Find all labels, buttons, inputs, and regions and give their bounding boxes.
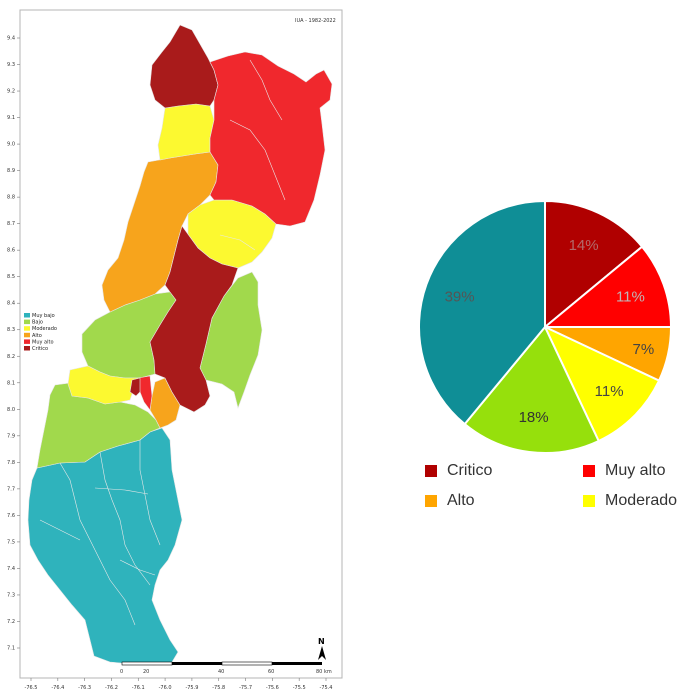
map-title: IUA - 1982-2022 [295,18,336,24]
map-legend-swatch [24,346,30,351]
x-tick-label: -75.7 [239,685,252,691]
region-layer [27,24,333,666]
y-tick-label: 9.2 [7,89,15,95]
map-legend-swatch [24,339,30,344]
pie-slice-muy-alto [542,245,673,328]
scale-bar: 0 20 40 60 80 km [120,661,332,675]
x-tick-label: -76.5 [25,685,38,691]
pie-slice-moderado [542,324,661,443]
x-tick-label: -75.5 [293,685,306,691]
map-legend-label: Bajo [32,320,43,326]
pie-legend-swatch [583,465,595,477]
pie-label-bajo: 18% [519,409,549,426]
pie-slice-bajo [463,325,600,454]
y-tick-label: 8.9 [7,168,15,174]
region-critico-small [129,377,141,397]
y-tick-label: 8.2 [7,354,15,360]
y-tick-label: 8.4 [7,301,15,307]
map-legend-label: Critico [32,346,48,352]
y-tick-label: 7.3 [7,592,15,598]
y-tick-label: 7.6 [7,513,15,519]
pie-legend-swatch [425,465,437,477]
x-tick-label: -75.6 [266,685,279,691]
pie-legend-item: Moderado [583,492,677,510]
y-tick-label: 8.6 [7,248,15,254]
pie-legend-label: Moderado [605,492,678,509]
y-tick-label: 8.7 [7,221,15,227]
subbasin-lines [39,59,286,626]
region-muy-alto-north [209,51,333,227]
pie-legend-item: Muy alto [583,462,665,480]
pie-slice-muy-bajo [418,199,546,426]
y-axis-ticks: 9.4 9.3 9.2 9.1 9.0 8.9 8.8 8.7 8.6 8.5 8.4 8.3 8.2 8… [7,36,20,652]
pie-chart: 14% 11% 7% 11% 18% 39% [418,199,673,454]
map-legend-label: Muy alto [32,339,54,345]
pie-legend-swatch [583,495,595,507]
x-tick-label: -75.4 [320,685,333,691]
map-legend-label: Muy bajo [32,313,55,319]
region-moderado-south [67,365,141,405]
map-legend-swatch [24,326,30,331]
pie-legend-label: Muy alto [605,462,666,479]
y-tick-label: 9.3 [7,62,15,68]
y-tick-label: 8.3 [7,327,15,333]
y-tick-label: 9.0 [7,142,15,148]
y-tick-label: 9.4 [7,36,15,42]
map-legend-swatch [24,332,30,338]
y-tick-label: 7.1 [7,646,15,652]
pie-label-moderado: 11% [595,383,624,400]
pie-label-muy-bajo: 39% [445,288,475,305]
pie-legend-item: Critico [425,462,492,480]
y-tick-label: 8.5 [7,274,15,280]
y-tick-label: 8.8 [7,195,15,201]
region-moderado-north [157,103,215,161]
region-critico-north [149,24,219,109]
map-legend-label: Alto [32,333,42,339]
pie-legend-item: Alto [425,492,475,510]
north-arrow-icon: N [318,637,326,660]
pie-label-critico: 14% [569,237,599,254]
y-tick-label: 7.2 [7,619,15,625]
north-label: N [318,637,325,646]
y-tick-label: 7.8 [7,460,15,466]
pie-label-alto: 7% [633,341,655,358]
y-tick-label: 8.1 [7,380,15,386]
x-tick-label: -76.2 [105,685,118,691]
y-tick-label: 7.9 [7,433,15,439]
map-legend-swatch [24,319,30,325]
scale-label-0: 0 [120,669,123,675]
scale-label-80: 80 km [316,669,332,675]
y-tick-label: 7.7 [7,486,15,492]
x-tick-label: -76.4 [51,685,64,691]
pie-legend-swatch [425,495,437,507]
pie-legend-label: Critico [447,462,493,479]
map-legend-label: Moderado [32,326,57,332]
y-tick-label: 9.1 [7,115,15,121]
x-tick-label: -76.1 [132,685,145,691]
pie-slice-critico [544,199,644,330]
region-critico-central [149,225,239,413]
y-tick-label: 7.5 [7,539,15,545]
map-legend-swatch [24,313,30,318]
x-axis-ticks: -76.5 -76.4 -76.3 -76.2 -76.1 -76.0 -75.9 -75.8… [25,678,333,691]
y-tick-label: 7.4 [7,566,15,572]
pie-legend-label: Alto [447,492,475,509]
x-tick-label: -76.3 [78,685,91,691]
scale-label-60: 60 [268,669,274,675]
pie-legend: Critico Muy alto Alto Moderado [425,462,700,522]
y-tick-label: 8.0 [7,407,15,413]
x-tick-label: -75.9 [185,685,198,691]
pie-label-muy-alto: 11% [616,288,645,305]
scale-label-40: 40 [218,669,224,675]
x-tick-label: -76.0 [159,685,172,691]
scale-label-20: 20 [143,669,149,675]
x-tick-label: -75.8 [212,685,225,691]
